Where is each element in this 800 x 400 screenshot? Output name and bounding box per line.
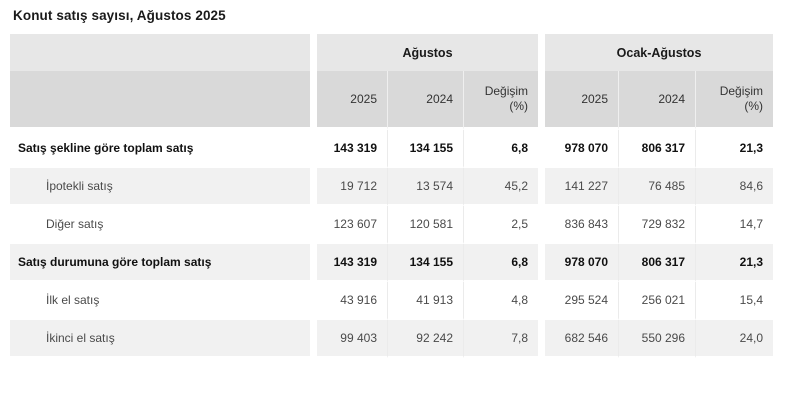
value-cell: 143 319	[310, 130, 387, 168]
value-cell: 15,4	[695, 282, 774, 320]
row-label: Satış şekline göre toplam satış	[10, 130, 310, 168]
value-cell: 806 317	[618, 130, 696, 168]
value-cell: 21,3	[695, 244, 774, 282]
value-cell: 123 607	[310, 206, 387, 244]
value-cell: 836 843	[538, 206, 619, 244]
value-cell: 19 712	[310, 168, 387, 206]
value-cell: 99 403	[310, 320, 387, 358]
table-row-other-sales: Diğer satış 123 607 120 581 2,5 836 843 …	[10, 206, 774, 244]
value-cell: 141 227	[538, 168, 619, 206]
row-label: İkinci el satış	[10, 320, 310, 358]
table-row-first-hand-sales: İlk el satış 43 916 41 913 4,8 295 524 2…	[10, 282, 774, 320]
sub-header-row: 2025 2024 Değişim (%) 2025 2024 Değişim …	[10, 71, 774, 130]
table-row-second-hand-sales: İkinci el satış 99 403 92 242 7,8 682 54…	[10, 320, 774, 358]
corner-subheader-cell	[10, 71, 310, 130]
header-august-2025: 2025	[310, 71, 387, 130]
value-cell: 143 319	[310, 244, 387, 282]
value-cell: 13 574	[387, 168, 463, 206]
value-cell: 256 021	[618, 282, 696, 320]
change-unit-label: (%)	[509, 99, 529, 113]
value-cell: 84,6	[695, 168, 774, 206]
header-janaug-2024: 2024	[618, 71, 696, 130]
header-janaug-2025: 2025	[538, 71, 619, 130]
header-august-change: Değişim (%)	[463, 71, 539, 130]
value-cell: 14,7	[695, 206, 774, 244]
value-cell: 682 546	[538, 320, 619, 358]
value-cell: 45,2	[463, 168, 539, 206]
value-cell: 6,8	[463, 130, 539, 168]
col-group-august: Ağustos	[310, 34, 539, 71]
value-cell: 76 485	[618, 168, 696, 206]
header-janaug-change: Değişim (%)	[695, 71, 774, 130]
report-page: Konut satış sayısı, Ağustos 2025 Ağustos…	[10, 8, 774, 358]
col-group-jan-august: Ocak-Ağustos	[538, 34, 774, 71]
column-group-header-row: Ağustos Ocak-Ağustos	[10, 34, 774, 71]
change-unit-label: (%)	[744, 99, 764, 113]
value-cell: 550 296	[618, 320, 696, 358]
row-label: İlk el satış	[10, 282, 310, 320]
value-cell: 92 242	[387, 320, 463, 358]
value-cell: 4,8	[463, 282, 539, 320]
page-title: Konut satış sayısı, Ağustos 2025	[13, 8, 226, 23]
value-cell: 134 155	[387, 244, 463, 282]
table-row-mortgaged-sales: İpotekli satış 19 712 13 574 45,2 141 22…	[10, 168, 774, 206]
housing-sales-table: Ağustos Ocak-Ağustos 2025 2024 Değişim (…	[10, 34, 774, 358]
value-cell: 806 317	[618, 244, 696, 282]
value-cell: 43 916	[310, 282, 387, 320]
row-label: İpotekli satış	[10, 168, 310, 206]
value-cell: 21,3	[695, 130, 774, 168]
value-cell: 134 155	[387, 130, 463, 168]
change-label: Değişim	[484, 84, 529, 98]
value-cell: 120 581	[387, 206, 463, 244]
table-row-total-by-sale-type: Satış şekline göre toplam satış 143 319 …	[10, 130, 774, 168]
row-label: Diğer satış	[10, 206, 310, 244]
value-cell: 2,5	[463, 206, 539, 244]
value-cell: 978 070	[538, 244, 619, 282]
value-cell: 24,0	[695, 320, 774, 358]
corner-header-cell	[10, 34, 310, 71]
value-cell: 7,8	[463, 320, 539, 358]
header-august-2024: 2024	[387, 71, 463, 130]
table-row-total-by-sale-status: Satış durumuna göre toplam satış 143 319…	[10, 244, 774, 282]
value-cell: 729 832	[618, 206, 696, 244]
value-cell: 41 913	[387, 282, 463, 320]
value-cell: 6,8	[463, 244, 539, 282]
value-cell: 978 070	[538, 130, 619, 168]
value-cell: 295 524	[538, 282, 619, 320]
row-label: Satış durumuna göre toplam satış	[10, 244, 310, 282]
change-label: Değişim	[719, 84, 764, 98]
